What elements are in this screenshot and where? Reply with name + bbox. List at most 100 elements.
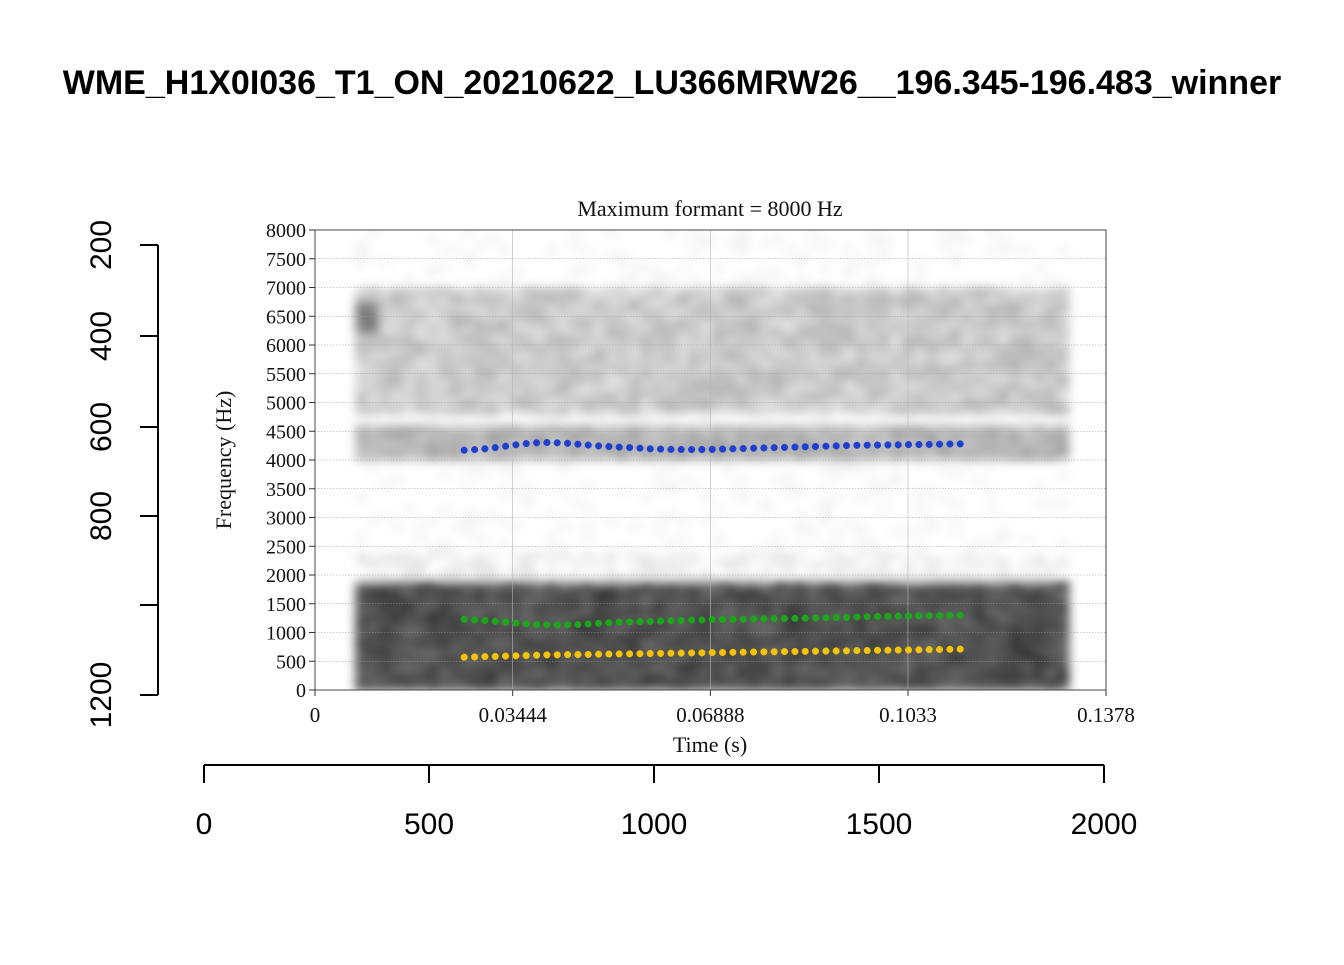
- formant-point: [915, 646, 923, 654]
- formant-point: [894, 646, 902, 654]
- formant-point: [533, 620, 541, 629]
- formant-point: [853, 647, 861, 655]
- formant-point: [543, 621, 551, 629]
- formant-point: [502, 618, 510, 626]
- formant-point: [522, 440, 530, 448]
- formant-point: [491, 652, 499, 660]
- formant-point: [502, 652, 510, 660]
- formant-point: [956, 645, 964, 653]
- formant-point: [739, 444, 747, 453]
- outer-left-axis: 200 400 600 800 1200: [85, 220, 159, 728]
- formant-point: [780, 648, 789, 656]
- formant-point: [471, 446, 479, 454]
- formant-point: [595, 650, 603, 658]
- formant-point: [677, 445, 685, 454]
- formant-point: [636, 618, 644, 626]
- formant-point: [873, 646, 882, 654]
- y-tick-label: 5500: [266, 364, 306, 386]
- formant-point: [502, 442, 510, 450]
- formant-point: [894, 612, 902, 620]
- x-tick-label: 0.1033: [879, 703, 937, 727]
- formant-point: [553, 439, 561, 447]
- formant-point: [688, 616, 696, 624]
- formant-point: [863, 613, 871, 621]
- formant-point: [956, 440, 964, 448]
- formant-point: [708, 649, 716, 657]
- formant-point: [605, 619, 613, 627]
- formant-point: [750, 648, 758, 656]
- outer-left-tick-label: 800: [85, 491, 118, 541]
- y-tick-label: 4000: [266, 450, 306, 472]
- formant-point: [533, 651, 541, 659]
- x-tick-label: 0.06888: [676, 703, 744, 727]
- formant-point: [491, 444, 499, 452]
- formant-point: [657, 649, 665, 657]
- formant-point: [822, 442, 830, 450]
- formant-point: [553, 621, 561, 629]
- formant-point: [646, 445, 654, 453]
- formant-point: [512, 441, 520, 449]
- formant-series-3: [460, 438, 964, 454]
- formant-point: [915, 440, 923, 449]
- y-tick-label: 6500: [266, 306, 306, 328]
- formant-point: [595, 442, 603, 450]
- x-tick-label: 0: [310, 703, 321, 727]
- formant-point: [574, 620, 582, 629]
- formant-point: [863, 441, 871, 449]
- formant-point: [935, 440, 944, 448]
- outer-bottom-tick-label: 1000: [621, 808, 688, 841]
- formant-point: [729, 445, 737, 453]
- formant-point: [770, 648, 778, 656]
- formant-point: [460, 615, 468, 623]
- formant-point: [657, 445, 665, 453]
- formant-point: [646, 617, 654, 625]
- x-axis-label: Time (s): [673, 732, 747, 757]
- chart-title: Maximum formant = 8000 Hz: [577, 196, 843, 221]
- x-tick-label: 0.1378: [1077, 703, 1135, 727]
- formant-point: [935, 611, 944, 620]
- formant-point: [481, 653, 489, 661]
- formant-point: [873, 441, 882, 449]
- y-tick-label: 3500: [266, 479, 306, 501]
- formant-point: [780, 615, 789, 623]
- formant-point: [584, 441, 592, 449]
- formant-point: [884, 612, 892, 620]
- formant-point: [574, 440, 582, 448]
- formant-series: [460, 438, 964, 661]
- formant-point: [770, 444, 778, 452]
- formant-point: [688, 649, 696, 657]
- y-tick-label: 2000: [266, 565, 306, 587]
- formant-point: [719, 615, 727, 623]
- formant-point: [543, 651, 551, 659]
- formant-point: [584, 650, 592, 658]
- formant-point: [811, 442, 820, 451]
- formant-series-2: [460, 611, 964, 629]
- formant-point: [853, 441, 861, 449]
- formant-point: [791, 647, 799, 656]
- formant-point: [925, 646, 933, 654]
- y-tick-label: 7500: [266, 249, 306, 271]
- outer-bottom-tick-label: 2000: [1071, 808, 1138, 841]
- outer-bottom-axis: 0 500 1000 1500 2000: [196, 764, 1138, 841]
- formant-point: [688, 446, 696, 454]
- formant-point: [863, 646, 871, 655]
- formant-point: [708, 616, 716, 624]
- formant-point: [636, 650, 644, 658]
- formant-point: [626, 650, 634, 658]
- formant-point: [677, 649, 685, 657]
- formant-point: [956, 611, 964, 619]
- formant-point: [574, 650, 582, 659]
- formant-point: [760, 444, 768, 452]
- formant-point: [481, 445, 489, 453]
- formant-point: [698, 649, 706, 657]
- y-tick-label: 500: [276, 651, 306, 673]
- formant-point: [708, 445, 716, 453]
- outer-left-tick-label: 200: [85, 220, 118, 270]
- outer-bottom-tick-label: 0: [196, 808, 213, 841]
- formant-point: [811, 614, 820, 622]
- formant-point: [564, 439, 572, 447]
- formant-point: [471, 653, 479, 661]
- x-tick-label: 0.03444: [479, 703, 548, 727]
